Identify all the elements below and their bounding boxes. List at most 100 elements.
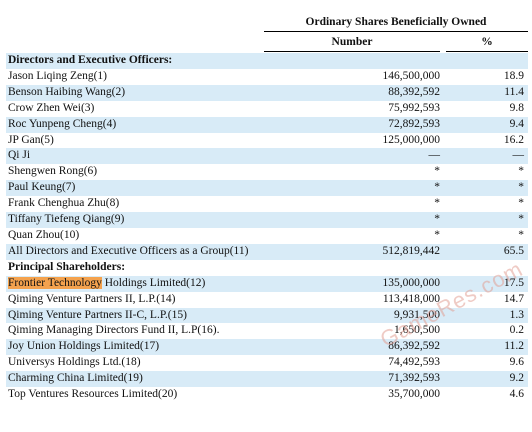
- shares-percent: *: [518, 228, 524, 241]
- table-row: JP Gan(5) 125,000,000 16.2: [6, 133, 528, 149]
- holder-name: Charming China Limited(19): [6, 371, 264, 388]
- shares-number: [264, 260, 444, 276]
- column-gap: [444, 307, 450, 324]
- holder-name: Quan Zhou(10): [8, 228, 80, 241]
- holder-name: Universys Holdings Ltd.(18): [8, 356, 141, 369]
- column-gap: [444, 180, 450, 197]
- number-header-rule: [264, 51, 440, 52]
- table-row: Joy Union Holdings Limited(17) 86,392,592…: [6, 339, 528, 356]
- shares-percent: 4.6: [509, 388, 524, 401]
- shares-percent: 9.6: [509, 356, 524, 369]
- table-row: Tiffany Tiefeng Qiang(9) * *: [6, 212, 528, 228]
- table-row: Qi Ji — —: [6, 148, 528, 165]
- shares-percent: *: [450, 212, 528, 228]
- shares-number: 125,000,000: [382, 133, 441, 146]
- holder-name: Paul Keung(7): [6, 180, 264, 197]
- holder-name: Qiming Venture Partners II-C, L.P.(15): [6, 307, 264, 324]
- shares-percent: 0.2: [509, 324, 524, 337]
- column-header-percent: %: [481, 36, 493, 48]
- column-gap: [444, 212, 450, 228]
- section-header-row: Principal Shareholders:: [6, 260, 528, 276]
- column-group-title: Ordinary Shares Beneficially Owned: [305, 16, 487, 28]
- table-row: Qiming Venture Partners II, L.P.(14) 113,…: [6, 292, 528, 308]
- shares-number: [264, 53, 444, 69]
- shares-percent: 9.2: [450, 371, 528, 388]
- table-row: Top Ventures Resources Limited(20) 35,700…: [6, 387, 528, 403]
- table-row: Shengwen Rong(6) * *: [6, 164, 528, 180]
- shares-number: *: [434, 165, 440, 178]
- section-header-row: Directors and Executive Officers:: [6, 53, 528, 69]
- shares-number: 35,700,000: [388, 388, 440, 401]
- shares-percent: 18.9: [503, 69, 524, 82]
- column-header-number: Number: [331, 36, 373, 48]
- table-row: Universys Holdings Ltd.(18) 74,492,593 9.6: [6, 355, 528, 371]
- shares-percent: 11.4: [450, 84, 528, 101]
- holder-name: All Directors and Executive Officers as …: [6, 243, 264, 260]
- shares-number: 9,931,500: [264, 307, 444, 324]
- shares-number: *: [264, 180, 444, 197]
- holder-name-rest: Holdings Limited(12): [101, 276, 206, 289]
- holder-name: Frank Chenghua Zhu(8): [8, 197, 120, 210]
- column-gap: [444, 116, 450, 133]
- column-gap: [444, 148, 450, 165]
- shares-percent: 9.8: [509, 101, 524, 114]
- shares-number: 71,392,593: [264, 371, 444, 388]
- shares-number: *: [434, 197, 440, 210]
- ownership-table: Directors and Executive Officers: Jason L…: [6, 53, 528, 403]
- shares-number: *: [264, 212, 444, 228]
- shares-percent: —: [450, 148, 528, 165]
- section-title: Directors and Executive Officers:: [6, 53, 264, 69]
- table-row: Jason Liqing Zeng(1) 146,500,000 18.9: [6, 69, 528, 85]
- shares-number: 512,819,442: [264, 243, 444, 260]
- holder-name: Qiming Managing Directors Fund II, L.P(1…: [8, 324, 220, 337]
- table-row: Qiming Venture Partners II-C, L.P.(15) 9,…: [6, 307, 528, 324]
- table-row: Frank Chenghua Zhu(8) * *: [6, 196, 528, 212]
- shares-number: 86,392,592: [264, 339, 444, 356]
- shares-number: 88,392,592: [264, 84, 444, 101]
- highlighted-text: Frontier Technology: [8, 276, 102, 289]
- table-row: Quan Zhou(10) * *: [6, 228, 528, 244]
- shares-percent: 11.2: [450, 339, 528, 356]
- table-row: All Directors and Executive Officers as …: [6, 243, 528, 260]
- shares-number: *: [434, 228, 440, 241]
- holder-name: Top Ventures Resources Limited(20): [8, 388, 178, 401]
- shares-percent: *: [450, 180, 528, 197]
- table-row: Crow Zhen Wei(3) 75,992,593 9.8: [6, 101, 528, 117]
- shares-percent: 1.3: [450, 307, 528, 324]
- shares-percent: 65.5: [450, 243, 528, 260]
- shares-number: 146,500,000: [382, 69, 441, 82]
- table-row: Paul Keung(7) * *: [6, 180, 528, 197]
- shares-percent: 9.4: [450, 116, 528, 133]
- holder-name: Benson Haibing Wang(2): [6, 84, 264, 101]
- holder-name: Qi Ji: [6, 148, 264, 165]
- table-row: Roc Yunpeng Cheng(4) 72,892,593 9.4: [6, 116, 528, 133]
- column-gap: [444, 53, 450, 69]
- holder-name: Roc Yunpeng Cheng(4): [6, 116, 264, 133]
- table-row: Charming China Limited(19) 71,392,593 9.2: [6, 371, 528, 388]
- holder-name: Frontier Technology Holdings Limited(12): [6, 275, 264, 292]
- shares-number: 1,650,500: [394, 324, 440, 337]
- holder-name: Qiming Venture Partners II, L.P.(14): [8, 292, 176, 305]
- shares-number: 74,492,593: [388, 356, 440, 369]
- table-row: Qiming Managing Directors Fund II, L.P(1…: [6, 323, 528, 339]
- shares-percent: *: [518, 197, 524, 210]
- column-gap: [444, 339, 450, 356]
- shares-number: 72,892,593: [264, 116, 444, 133]
- table-row: Benson Haibing Wang(2) 88,392,592 11.4: [6, 84, 528, 101]
- percent-header-rule: [446, 51, 528, 52]
- shares-percent: [450, 53, 528, 69]
- column-gap: [444, 243, 450, 260]
- column-gap: [444, 84, 450, 101]
- table-row: Frontier Technology Holdings Limited(12)…: [6, 275, 528, 292]
- shares-number: 75,992,593: [388, 101, 440, 114]
- header-rule: [264, 31, 528, 32]
- holder-name: Shengwen Rong(6): [8, 165, 98, 178]
- column-gap: [444, 275, 450, 292]
- shares-number: 135,000,000: [264, 275, 444, 292]
- holder-name: JP Gan(5): [8, 133, 54, 146]
- shares-number: 113,418,000: [382, 292, 440, 305]
- shares-number: —: [264, 148, 444, 165]
- holder-name: Joy Union Holdings Limited(17): [6, 339, 264, 356]
- shares-percent: *: [518, 165, 524, 178]
- holder-name: Crow Zhen Wei(3): [8, 101, 95, 114]
